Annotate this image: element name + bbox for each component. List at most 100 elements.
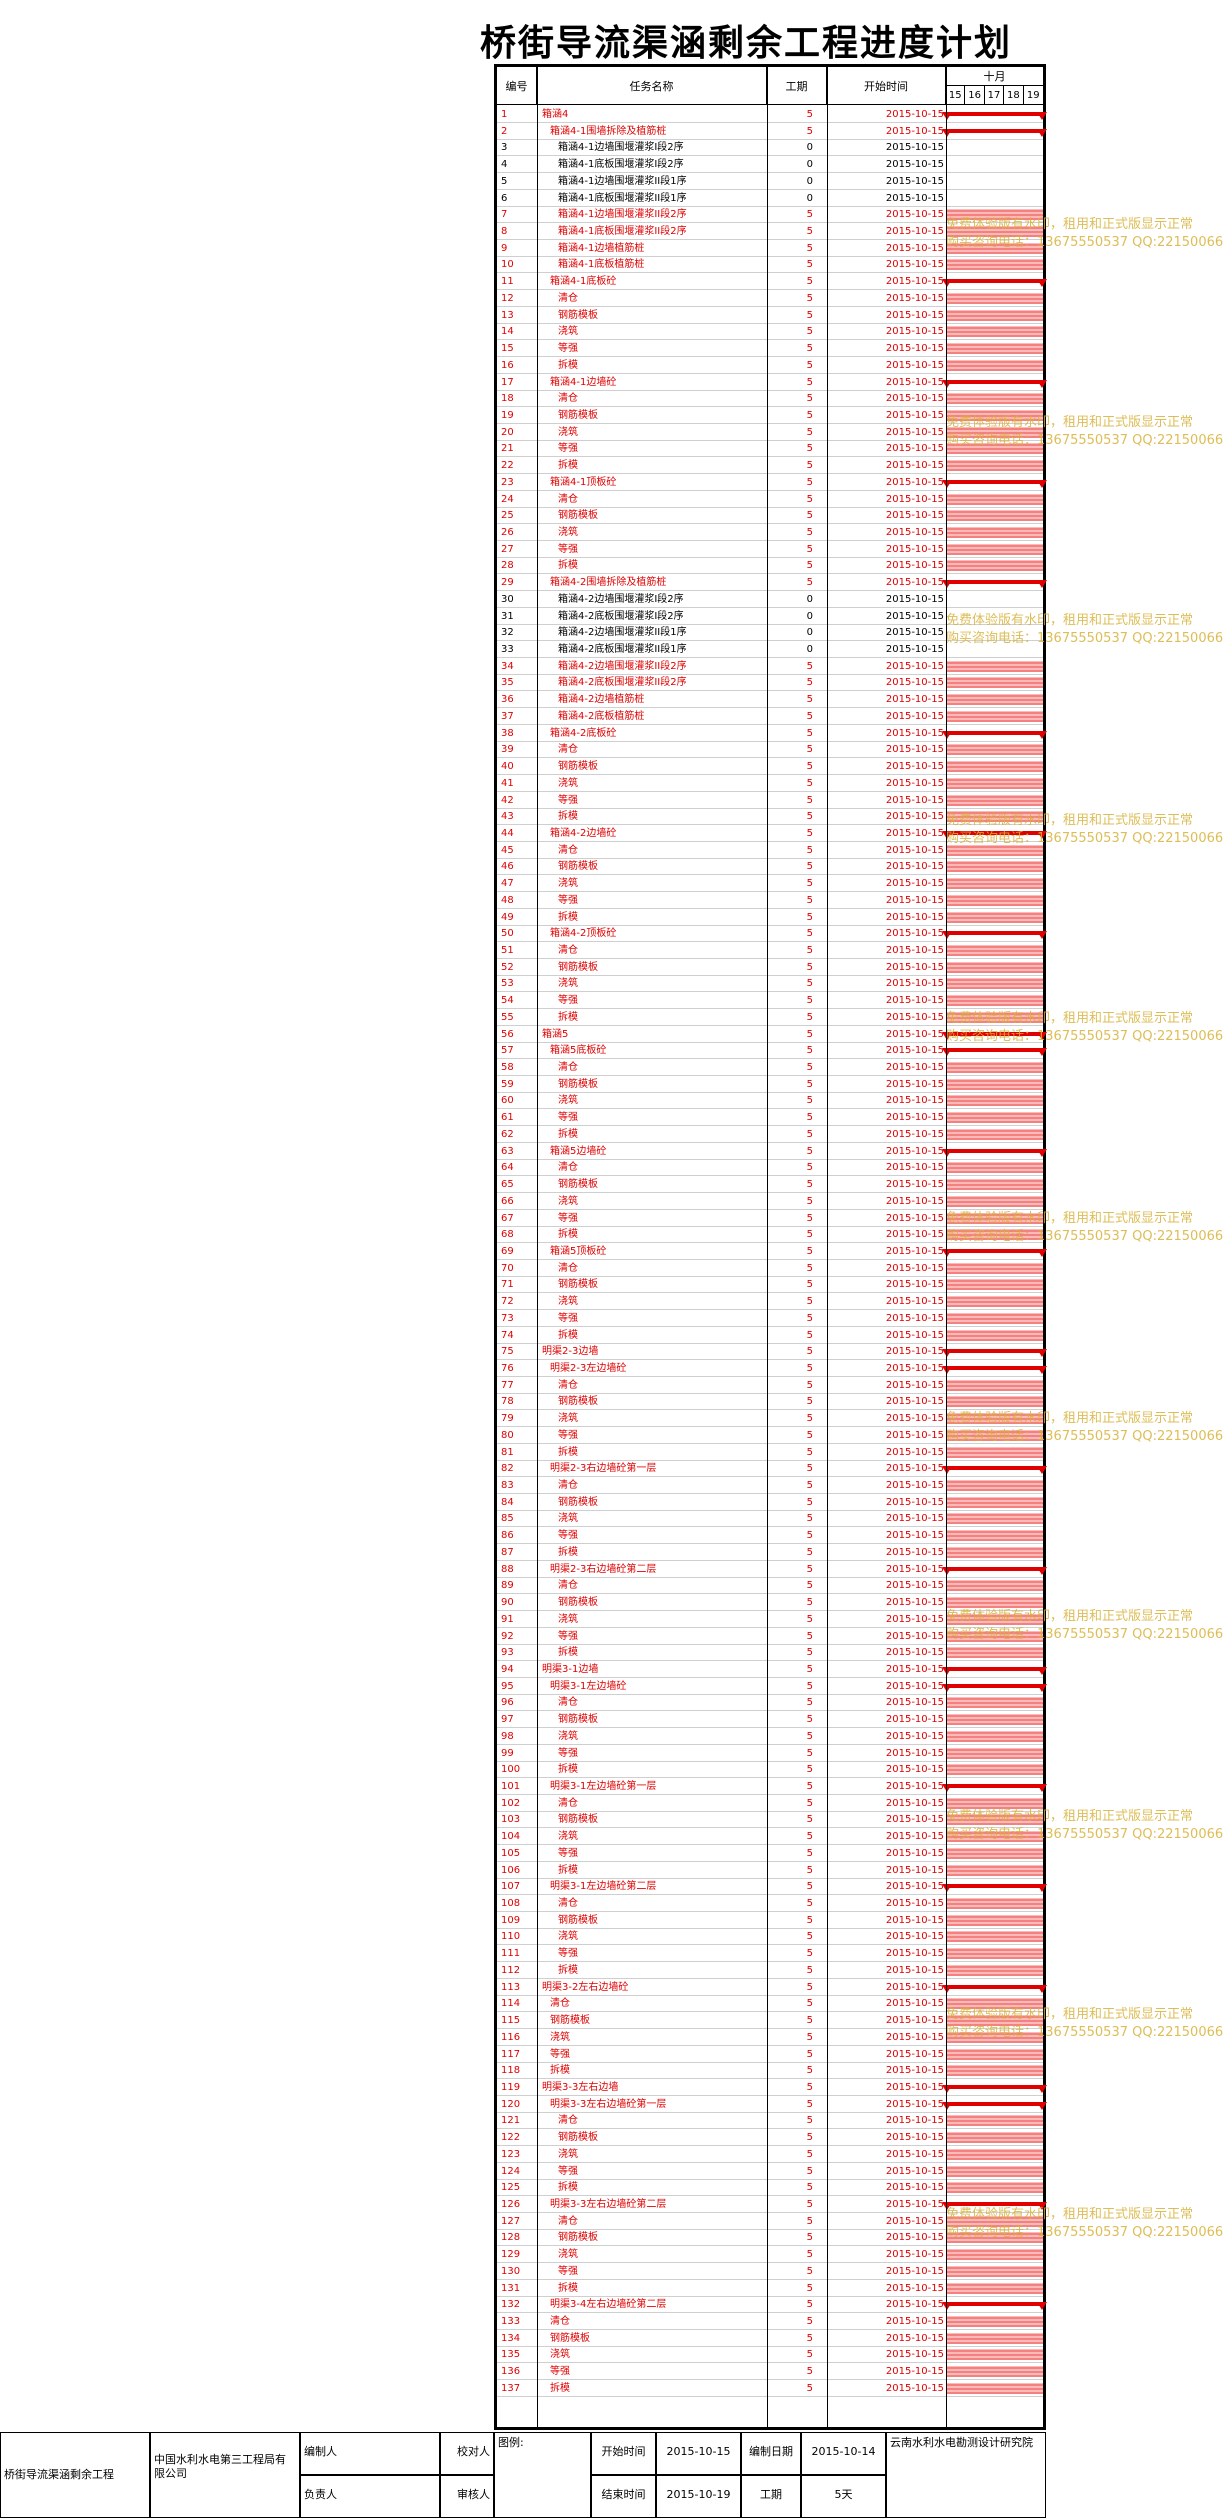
table-row[interactable]: 28 拆模 5 2015-10-15 xyxy=(497,557,1043,575)
table-row[interactable]: 3 箱涵4-1边墙围堰灌浆I段2序 0 2015-10-15 xyxy=(497,139,1043,157)
table-row[interactable]: 31 箱涵4-2底板围堰灌浆I段2序 0 2015-10-15 xyxy=(497,608,1043,625)
table-row[interactable]: 105 等强 5 2015-10-15 xyxy=(497,1845,1043,1862)
summary-bar[interactable] xyxy=(942,1466,1047,1475)
task-bar[interactable] xyxy=(946,2132,1043,2144)
task-bar[interactable] xyxy=(946,527,1043,538)
task-bar[interactable] xyxy=(946,794,1043,806)
table-row[interactable]: 83 清仓 5 2015-10-15 xyxy=(497,1477,1043,1495)
table-row[interactable]: 100 拆模 5 2015-10-15 xyxy=(497,1761,1043,1779)
table-row[interactable]: 37 箱涵4-2底板植筋桩 5 2015-10-15 xyxy=(497,708,1043,725)
table-row[interactable]: 114 清仓 5 2015-10-15 xyxy=(497,1995,1043,2013)
task-bar[interactable] xyxy=(946,2148,1043,2160)
table-row[interactable]: 6 箱涵4-1底板围堰灌浆II段1序 0 2015-10-15 xyxy=(497,190,1043,207)
table-row[interactable]: 38 箱涵4-2底板砼 5 2015-10-15 xyxy=(497,725,1047,742)
summary-bar[interactable] xyxy=(942,2101,1047,2110)
table-row[interactable]: 42 等强 5 2015-10-15 xyxy=(497,792,1043,809)
table-row[interactable]: 46 钢筋模板 5 2015-10-15 xyxy=(497,858,1043,876)
task-bar[interactable] xyxy=(946,677,1043,689)
table-row[interactable]: 102 清仓 5 2015-10-15 xyxy=(497,1795,1043,1812)
table-row[interactable]: 9 箱涵4-1边墙植筋桩 5 2015-10-15 xyxy=(497,240,1043,257)
task-bar[interactable] xyxy=(946,1747,1043,1759)
table-row[interactable]: 87 拆模 5 2015-10-15 xyxy=(497,1544,1043,1561)
table-row[interactable]: 61 等强 5 2015-10-15 xyxy=(497,1109,1043,1127)
task-bar[interactable] xyxy=(946,1513,1043,1525)
task-bar[interactable] xyxy=(946,1229,1043,1241)
task-bar[interactable] xyxy=(946,2282,1043,2294)
table-row[interactable]: 85 浇筑 5 2015-10-15 xyxy=(497,1510,1043,1528)
task-bar[interactable] xyxy=(946,493,1043,505)
table-row[interactable]: 103 钢筋模板 5 2015-10-15 xyxy=(497,1811,1043,1829)
table-row[interactable]: 66 浇筑 5 2015-10-15 xyxy=(497,1193,1043,1210)
table-row[interactable]: 109 钢筋模板 5 2015-10-15 xyxy=(497,1912,1043,1929)
task-bar[interactable] xyxy=(946,744,1043,756)
task-bar[interactable] xyxy=(946,1162,1043,1174)
task-bar[interactable] xyxy=(946,995,1043,1007)
task-bar[interactable] xyxy=(946,560,1043,572)
task-bar[interactable] xyxy=(946,1580,1043,1592)
table-row[interactable]: 128 钢筋模板 5 2015-10-15 xyxy=(497,2229,1043,2247)
table-row[interactable]: 70 清仓 5 2015-10-15 xyxy=(497,1260,1043,1277)
task-bar[interactable] xyxy=(946,1379,1043,1391)
table-row[interactable]: 118 拆模 5 2015-10-15 xyxy=(497,2062,1043,2080)
summary-bar[interactable] xyxy=(942,1248,1047,1257)
table-row[interactable]: 72 浇筑 5 2015-10-15 xyxy=(497,1293,1043,1311)
task-bar[interactable] xyxy=(946,259,1043,271)
table-row[interactable]: 21 等强 5 2015-10-15 xyxy=(497,440,1043,458)
table-row[interactable]: 19 钢筋模板 5 2015-10-15 xyxy=(497,407,1043,424)
task-bar[interactable] xyxy=(946,1613,1043,1625)
table-row[interactable]: 124 等强 5 2015-10-15 xyxy=(497,2163,1043,2180)
table-row[interactable]: 62 拆模 5 2015-10-15 xyxy=(497,1126,1043,1143)
table-row[interactable]: 41 浇筑 5 2015-10-15 xyxy=(497,775,1043,792)
table-row[interactable]: 65 钢筋模板 5 2015-10-15 xyxy=(497,1176,1043,1194)
table-row[interactable]: 81 拆模 5 2015-10-15 xyxy=(497,1444,1043,1461)
task-bar[interactable] xyxy=(946,1714,1043,1726)
task-bar[interactable] xyxy=(946,2265,1043,2277)
task-bar[interactable] xyxy=(946,1597,1043,1609)
task-bar[interactable] xyxy=(946,1914,1043,1926)
task-bar[interactable] xyxy=(946,1446,1043,1458)
table-row[interactable]: 132 明渠3-4左右边墙砼第二层 5 2015-10-15 xyxy=(497,2296,1047,2314)
table-row[interactable]: 136 等强 5 2015-10-15 xyxy=(497,2363,1043,2381)
task-bar[interactable] xyxy=(946,359,1043,371)
table-row[interactable]: 22 拆模 5 2015-10-15 xyxy=(497,457,1043,475)
summary-bar[interactable] xyxy=(942,1984,1047,1993)
task-bar[interactable] xyxy=(946,2215,1043,2227)
table-row[interactable]: 134 钢筋模板 5 2015-10-15 xyxy=(497,2330,1043,2347)
table-row[interactable]: 130 等强 5 2015-10-15 xyxy=(497,2263,1043,2280)
task-bar[interactable] xyxy=(946,1847,1043,1859)
table-row[interactable]: 98 浇筑 5 2015-10-15 xyxy=(497,1728,1043,1745)
table-row[interactable]: 76 明渠2-3左边墙砼 5 2015-10-15 xyxy=(497,1360,1047,1377)
task-bar[interactable] xyxy=(946,911,1043,923)
task-bar[interactable] xyxy=(946,694,1043,706)
task-bar[interactable] xyxy=(946,326,1043,338)
summary-bar[interactable] xyxy=(942,1566,1047,1575)
table-row[interactable]: 107 明渠3-1左边墙砼第二层 5 2015-10-15 xyxy=(497,1878,1047,1896)
table-row[interactable]: 4 箱涵4-1底板围堰灌浆I段2序 0 2015-10-15 xyxy=(497,156,1043,174)
summary-bar[interactable] xyxy=(942,479,1047,488)
table-row[interactable]: 26 浇筑 5 2015-10-15 xyxy=(497,524,1043,541)
task-bar[interactable] xyxy=(946,393,1043,405)
table-row[interactable]: 32 箱涵4-2边墙围堰灌浆II段1序 0 2015-10-15 xyxy=(497,624,1043,642)
table-row[interactable]: 57 箱涵5底板砼 5 2015-10-15 xyxy=(497,1042,1047,1060)
task-bar[interactable] xyxy=(946,1697,1043,1709)
task-bar[interactable] xyxy=(946,1413,1043,1425)
table-row[interactable]: 97 钢筋模板 5 2015-10-15 xyxy=(497,1711,1043,1729)
table-row[interactable]: 115 钢筋模板 5 2015-10-15 xyxy=(497,2012,1043,2030)
table-row[interactable]: 53 浇筑 5 2015-10-15 xyxy=(497,975,1043,993)
table-row[interactable]: 20 浇筑 5 2015-10-15 xyxy=(497,424,1043,441)
table-row[interactable]: 79 浇筑 5 2015-10-15 xyxy=(497,1410,1043,1428)
table-row[interactable]: 25 钢筋模板 5 2015-10-15 xyxy=(497,507,1043,525)
table-row[interactable]: 101 明渠3-1左边墙砼第一层 5 2015-10-15 xyxy=(497,1778,1047,1795)
table-row[interactable]: 56 箱涵5 5 2015-10-15 xyxy=(497,1026,1047,1043)
task-bar[interactable] xyxy=(946,409,1043,421)
table-row[interactable]: 50 箱涵4-2顶板砼 5 2015-10-15 xyxy=(497,925,1047,943)
table-row[interactable]: 116 浇筑 5 2015-10-15 xyxy=(497,2029,1043,2046)
task-bar[interactable] xyxy=(946,1831,1043,1843)
summary-bar[interactable] xyxy=(942,379,1047,388)
table-row[interactable]: 29 箱涵4-2围墙拆除及植筋桩 5 2015-10-15 xyxy=(497,574,1047,592)
task-bar[interactable] xyxy=(946,1948,1043,1960)
table-row[interactable]: 126 明渠3-3左右边墙砼第二层 5 2015-10-15 xyxy=(497,2196,1047,2213)
table-row[interactable]: 2 箱涵4-1围墙拆除及植筋桩 5 2015-10-15 xyxy=(497,123,1047,140)
task-bar[interactable] xyxy=(946,209,1043,221)
table-row[interactable]: 82 明渠2-3右边墙砼第一层 5 2015-10-15 xyxy=(497,1460,1047,1478)
